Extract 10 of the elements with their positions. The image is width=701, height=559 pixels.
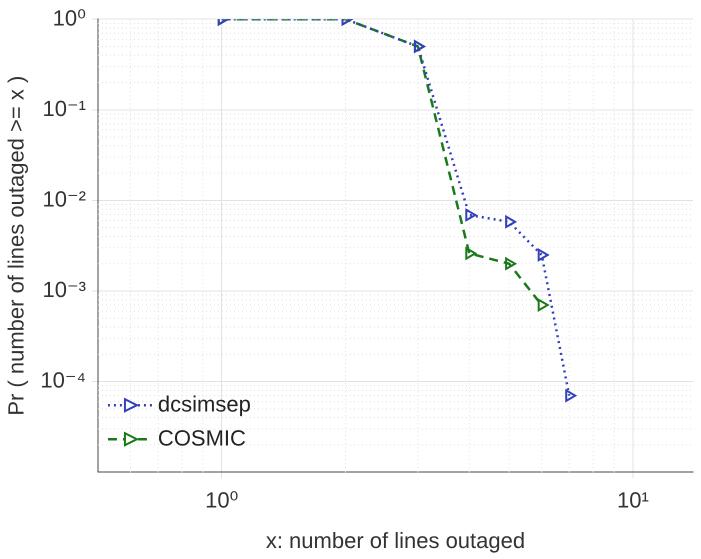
y-tick-label: 10⁻² <box>42 186 86 212</box>
x-axis-title: x: number of lines outaged <box>266 528 526 553</box>
y-tick-label: 10⁰ <box>52 5 86 30</box>
y-tick-label: 10⁻³ <box>42 277 86 302</box>
y-tick-label: 10⁻¹ <box>42 96 86 121</box>
y-axis-title: Pr ( number of lines outaged >= x ) <box>3 76 28 416</box>
legend-label: dcsimsep <box>158 391 251 416</box>
y-tick-label: 10⁻⁴ <box>40 368 86 393</box>
legend-label: COSMIC <box>158 425 246 450</box>
x-tick-label: 10¹ <box>617 487 649 512</box>
